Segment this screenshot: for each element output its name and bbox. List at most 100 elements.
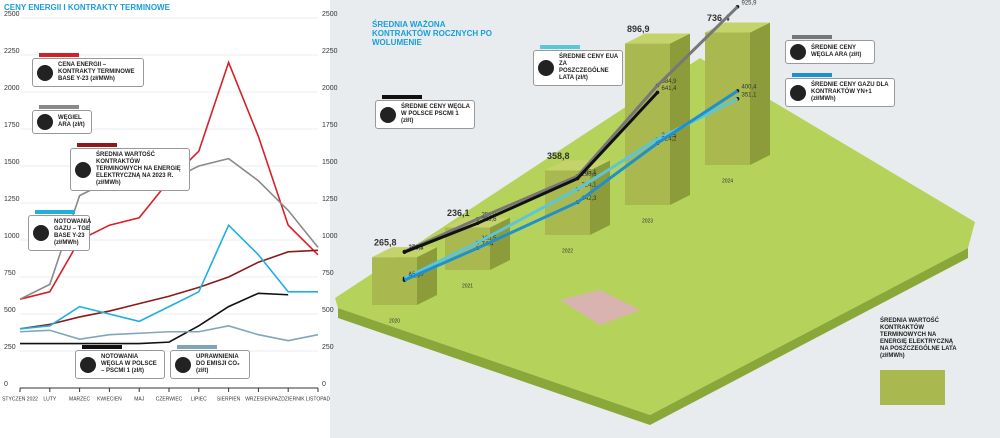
legend-label: UPRAWNIENIA DO EMISJI CO₂ (zł/t): [196, 354, 240, 374]
x-tick-label: 2022: [562, 248, 573, 254]
y-tick-label: 500: [322, 307, 334, 314]
data-label: 256,0: [482, 213, 498, 219]
y-tick-label: 250: [322, 344, 334, 351]
data-label: 224,1: [582, 183, 598, 189]
legend-swatch: [39, 53, 79, 57]
data-label: 324,2: [662, 137, 678, 143]
legend-swatch: [35, 210, 75, 214]
series-line: [19, 325, 319, 342]
data-label: 641,4: [662, 86, 678, 92]
y-tick-label: 2250: [322, 48, 338, 55]
bar-top: [705, 22, 770, 33]
legend-icon: [790, 84, 806, 101]
legend-icon: [790, 44, 806, 60]
legend-icon: [37, 64, 53, 81]
data-label: 351,1: [742, 92, 758, 98]
data-label: 305,1: [582, 170, 598, 176]
legend-label: ŚREDNIE CENY EUA ZA POSZCZEGÓLNE LATA (z…: [559, 54, 619, 81]
bar-value-label: 358,8: [547, 151, 570, 161]
bar-value-label: 236,1: [447, 208, 470, 218]
legend-icon: [33, 225, 49, 241]
legend-box: [880, 370, 945, 405]
legend-swatch: [39, 105, 79, 109]
y-tick-label: 2000: [322, 85, 338, 92]
legend-item: ŚREDNIE CENY GAZU DLA KONTRAKTÓW YN+1 (z…: [785, 73, 895, 107]
legend-label: NOTOWANIA WĘGLA W POLSCE – PSCMI 1 (zł/t…: [101, 354, 157, 374]
x-tick-label: KWIECIEŃ: [97, 395, 122, 402]
legend-swatch: [540, 45, 580, 49]
data-label: 142,3: [582, 196, 598, 202]
x-tick-label: 2024: [722, 178, 733, 184]
data-label: 290,6: [582, 172, 598, 178]
series-line: [19, 223, 318, 330]
bar-side: [750, 22, 770, 166]
legend-label: ŚREDNIE CENY WĘGLA W POLSCE PSCMI 1 (zł/…: [401, 104, 470, 124]
bar-side: [490, 217, 510, 270]
legend-swatch: [77, 143, 117, 147]
legend-item: NOTOWANIA WĘGLA W POLSCE – PSCMI 1 (zł/t…: [75, 345, 165, 379]
legend-item: NOTOWANIA GAZU – TGE BASE Y-23 (zł/MWh): [28, 210, 91, 251]
y-tick-label: 750: [4, 270, 16, 277]
series-line: [403, 89, 739, 282]
legend-item: ŚREDNIE CENY WĘGLA W POLSCE PSCMI 1 (zł/…: [375, 95, 475, 129]
data-label: 684,9: [662, 79, 678, 85]
legend-label: ŚREDNIA WARTOŚĆ KONTRAKTÓW TERMINOWYCH N…: [880, 318, 957, 359]
y-tick-label: 1750: [4, 122, 20, 129]
data-label: 400,4: [742, 85, 758, 91]
legend-item: ŚREDNIA WARTOŚĆ KONTRAKTÓW TERMINOWYCH N…: [70, 143, 190, 191]
bar-value-label: 265,8: [374, 238, 397, 248]
legend-label: ŚREDNIA WARTOŚĆ KONTRAKTÓW TERMINOWYCH N…: [96, 152, 181, 186]
legend-label: ŚREDNIE CENY WĘGLA ARA (zł/t): [811, 45, 862, 58]
legend-icon: [80, 356, 96, 373]
bar: [625, 43, 670, 205]
x-tick-label: LISTOPAD: [306, 396, 331, 402]
data-label: 108,5: [482, 236, 498, 242]
series-line: [403, 5, 739, 253]
y-tick-label: 1500: [4, 159, 20, 166]
legend-item: ŚREDNIE CENY EUA ZA POSZCZEGÓLNE LATA (z…: [533, 45, 623, 86]
x-tick-label: LIPIEC: [191, 396, 207, 402]
y-tick-label: 1250: [322, 196, 338, 203]
series-line: [19, 249, 319, 330]
legend-icon: [538, 60, 554, 76]
bar-top: [625, 33, 690, 44]
y-tick-label: 2500: [4, 11, 20, 18]
legend-swatch: [177, 345, 217, 349]
x-tick-label: MARZEC: [69, 396, 91, 402]
x-tick-label: SIERPIEŃ: [217, 395, 241, 402]
chart-title: CENY ENERGII I KONTRAKTY TERMINOWE: [4, 3, 170, 12]
y-tick-label: 2500: [322, 11, 338, 18]
y-tick-label: 2000: [4, 85, 20, 92]
series-line: [403, 91, 659, 254]
legend-icon: [75, 161, 91, 178]
y-tick-label: 1250: [4, 196, 20, 203]
legend-item: UPRAWNIENIA DO EMISJI CO₂ (zł/t): [170, 345, 250, 379]
y-tick-label: 0: [4, 381, 8, 388]
y-tick-label: 750: [322, 270, 334, 277]
y-tick-label: 0: [322, 381, 326, 388]
legend-label: NOTOWANIA GAZU – TGE BASE Y-23 (zł/MWh): [54, 219, 91, 246]
legend-swatch: [382, 95, 422, 99]
y-tick-label: 250: [4, 344, 16, 351]
legend-label: CENA ENERGII – KONTRAKTY TERMINOWE BASE …: [58, 62, 135, 82]
bar-side: [670, 33, 690, 205]
bar: [372, 257, 417, 305]
x-tick-label: 2023: [642, 218, 653, 224]
y-tick-label: 1000: [4, 233, 20, 240]
legend-icon: [175, 356, 191, 373]
legend-swatch: [792, 73, 832, 77]
x-tick-label: CZERWIEC: [156, 396, 183, 402]
building: [560, 290, 640, 325]
x-tick-label: MAJ: [134, 396, 145, 402]
bar-value-label: 736,4: [707, 13, 730, 23]
y-tick-label: 1750: [322, 122, 338, 129]
x-tick-label: PAŹDZIERNIK: [272, 395, 305, 402]
ground: [335, 58, 975, 415]
y-tick-label: 1500: [322, 159, 338, 166]
x-tick-label: WRZESIEŃ: [245, 395, 272, 402]
legend-label: ŚREDNIE CENY GAZU DLA KONTRAKTÓW YN+1 (z…: [811, 82, 889, 102]
y-tick-label: 1000: [322, 233, 338, 240]
legend-item: WĘGIEL ARA (zł/t): [32, 105, 92, 134]
